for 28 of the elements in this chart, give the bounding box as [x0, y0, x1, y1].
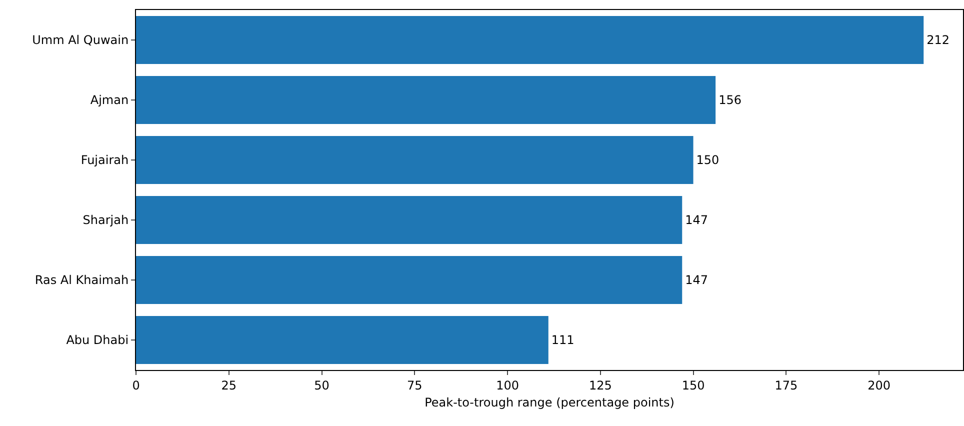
bar [136, 316, 548, 364]
data-label: 111 [551, 333, 574, 347]
y-tick-label: Abu Dhabi [66, 333, 129, 348]
data-label: 147 [685, 273, 708, 287]
x-tick-label: 0 [132, 378, 140, 392]
x-tick-label: 125 [588, 378, 612, 392]
bar [136, 196, 682, 244]
bar [136, 136, 694, 184]
x-tick-label: 50 [314, 378, 330, 392]
y-tick-label: Ajman [90, 93, 129, 108]
y-tick-label: Sharjah [82, 213, 129, 228]
data-label: 156 [718, 93, 742, 107]
x-tick-label: 175 [774, 378, 798, 392]
x-tick-label: 150 [682, 378, 705, 392]
bar [136, 16, 924, 64]
y-tick-label: Umm Al Quwain [32, 33, 129, 48]
y-tick-label: Fujairah [80, 153, 129, 168]
bar [136, 76, 716, 124]
x-tick-label: 25 [221, 378, 237, 392]
bar [136, 256, 682, 304]
x-tick-label: 100 [496, 378, 519, 392]
x-tick-label: 200 [868, 378, 890, 392]
data-label: 150 [696, 153, 720, 167]
data-label: 212 [926, 33, 950, 47]
x-tick-label: 75 [407, 378, 422, 392]
y-tick-label: Ras Al Khaimah [34, 273, 129, 288]
x-axis-title: Peak-to-trough range (percentage points) [424, 395, 674, 410]
data-label: 147 [685, 213, 708, 227]
